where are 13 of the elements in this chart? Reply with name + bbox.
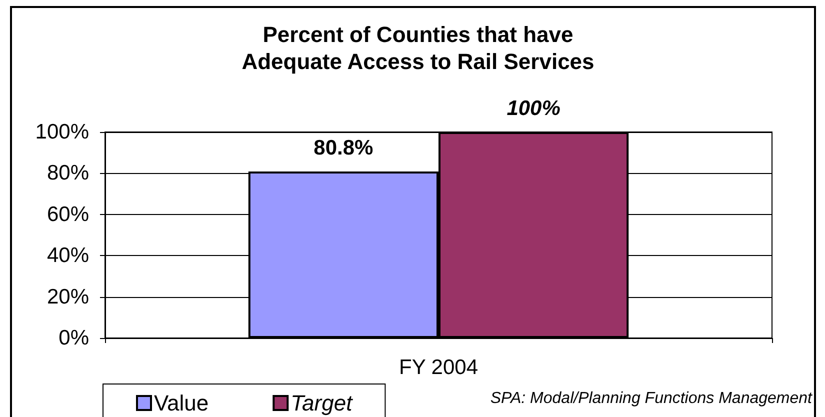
chart-title: Percent of Counties that have Adequate Access to Rail Services	[240, 21, 596, 75]
y-tick-label: 0%	[58, 326, 89, 350]
data-label: 100%	[506, 97, 561, 120]
y-tick-label: 100%	[35, 120, 89, 144]
y-tick-label: 80%	[46, 162, 89, 185]
legend-label: Target	[290, 390, 354, 416]
data-label: 80.8%	[314, 136, 374, 160]
y-tick-label: 20%	[46, 285, 89, 308]
y-tick-label: 60%	[46, 202, 89, 226]
text: SPA: Modal/Planning Functions Management	[490, 390, 812, 408]
legend-label: Value	[154, 390, 209, 416]
x-tick-label: FY 2004	[398, 356, 478, 379]
y-tick-label: 40%	[46, 244, 89, 268]
